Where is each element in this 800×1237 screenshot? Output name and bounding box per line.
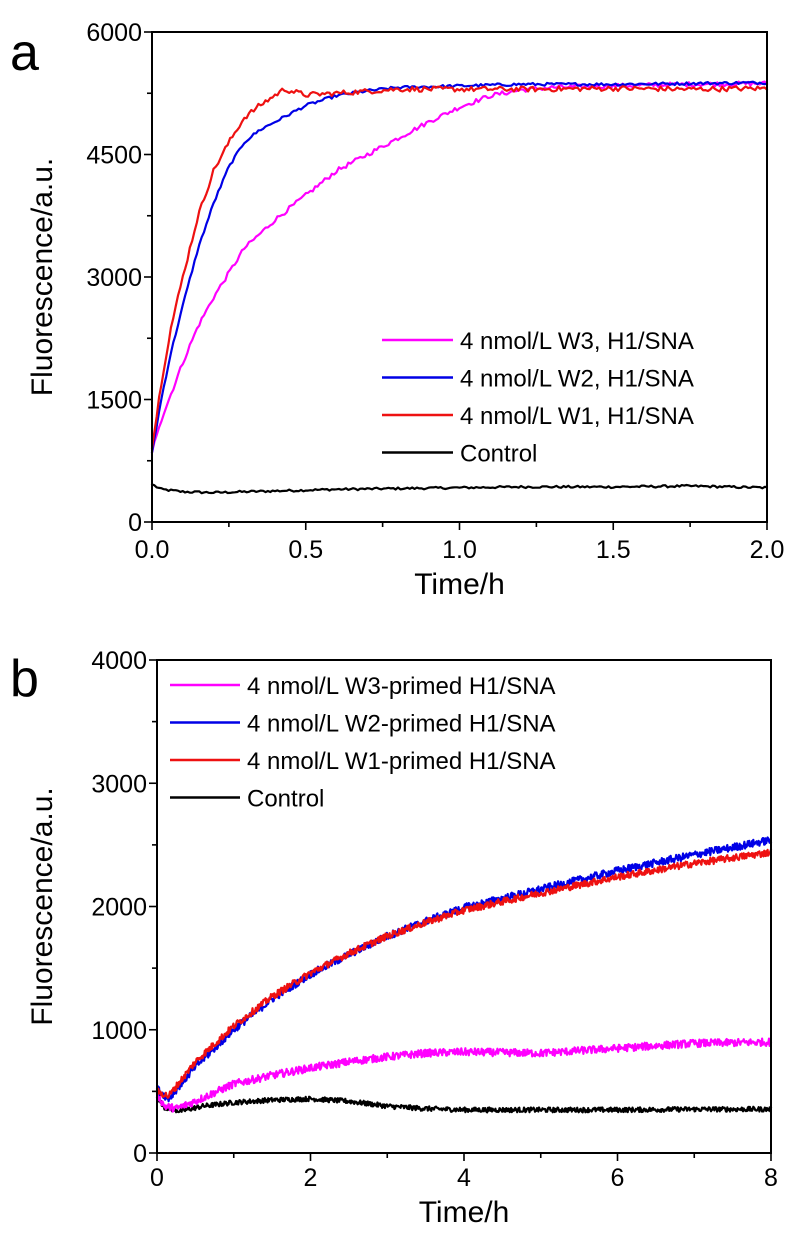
panel-b-series-line	[155, 1095, 773, 1114]
panel-a-y-tick-label: 0	[128, 509, 142, 537]
panel-b-y-axis-label: Fluorescence/a.u.	[26, 787, 59, 1025]
panel-b-y-tick-label: 3000	[91, 770, 147, 798]
panel-b-x-axis-label: Time/h	[419, 1196, 510, 1229]
panel-b-x-tick-label: 6	[611, 1164, 625, 1192]
panel-a-x-tick-label: 1.0	[442, 536, 477, 564]
panel-b-series-line	[155, 836, 773, 1103]
panel-a-series-line	[150, 80, 769, 454]
panel-b-series-line	[155, 1037, 773, 1113]
panel-a-series-line	[150, 483, 769, 495]
panel-b-y-tick-label: 1000	[91, 1017, 147, 1045]
panel-a-y-tick-label: 3000	[86, 264, 142, 292]
panel-label-a: a	[10, 24, 39, 82]
panel-a-ticks: 0.0 0.5 1.0 1.5 2.0 0 1500 3000 4500 6000	[86, 19, 784, 564]
panel-a-x-tick-label: 1.5	[596, 536, 631, 564]
panel-b-legend-label: 4 nmol/L W1-primed H1/SNA	[247, 748, 556, 775]
panel-a-legend-label: 4 nmol/L W1, H1/SNA	[460, 403, 694, 430]
panel-a-x-tick-label: 0.5	[288, 536, 323, 564]
panel-b-y-tick-label: 4000	[91, 647, 147, 675]
panel-a-legend-label: 4 nmol/L W2, H1/SNA	[460, 366, 694, 393]
panel-b-legend-label: Control	[247, 786, 324, 813]
panel-b-x-tick-label: 8	[764, 1164, 778, 1192]
panel-label-b: b	[10, 650, 39, 708]
panel-a: a 0.0 0.5 1.0 1.5 2.0 0 1500 3000 4500 6000 Time/…	[10, 19, 784, 601]
panel-a-legend-label: Control	[460, 441, 537, 468]
panel-b: b 0 2 4 6 8 0 1000 2000 3000 4000 Time/h Fluoresc…	[10, 647, 778, 1229]
panel-b-legend-label: 4 nmol/L W2-primed H1/SNA	[247, 711, 556, 738]
panel-a-x-tick-label: 2.0	[750, 536, 785, 564]
panel-b-y-tick-label: 0	[133, 1140, 147, 1168]
panel-a-y-tick-label: 4500	[86, 142, 142, 170]
panel-a-legend: 4 nmol/L W3, H1/SNA 4 nmol/L W2, H1/SNA 4 …	[382, 328, 694, 468]
panel-a-series-line	[150, 80, 769, 454]
panel-a-y-axis-label: Fluorescence/a.u.	[26, 158, 59, 396]
panel-a-series-line	[150, 85, 769, 450]
panel-b-plot-area	[155, 836, 773, 1114]
panel-a-x-tick-label: 0.0	[135, 536, 170, 564]
panel-b-y-tick-label: 2000	[91, 894, 147, 922]
panel-a-plot-area	[150, 80, 769, 495]
panel-a-x-axis-label: Time/h	[414, 568, 505, 601]
panel-b-ticks: 0 2 4 6 8 0 1000 2000 3000 4000	[91, 647, 778, 1192]
panel-b-legend: 4 nmol/L W3-primed H1/SNA 4 nmol/L W2-pri…	[170, 673, 556, 813]
panel-a-axes-frame	[151, 31, 768, 523]
panel-b-legend-label: 4 nmol/L W3-primed H1/SNA	[247, 673, 556, 700]
panel-a-y-tick-label: 6000	[86, 19, 142, 47]
panel-b-x-tick-label: 4	[457, 1164, 471, 1192]
panel-a-y-tick-label: 1500	[86, 387, 142, 415]
panel-b-x-tick-label: 0	[150, 1164, 164, 1192]
panel-b-series-line	[155, 848, 773, 1099]
panel-b-axes-frame	[156, 659, 772, 1154]
panel-a-legend-label: 4 nmol/L W3, H1/SNA	[460, 328, 694, 355]
panel-b-x-tick-label: 2	[304, 1164, 318, 1192]
